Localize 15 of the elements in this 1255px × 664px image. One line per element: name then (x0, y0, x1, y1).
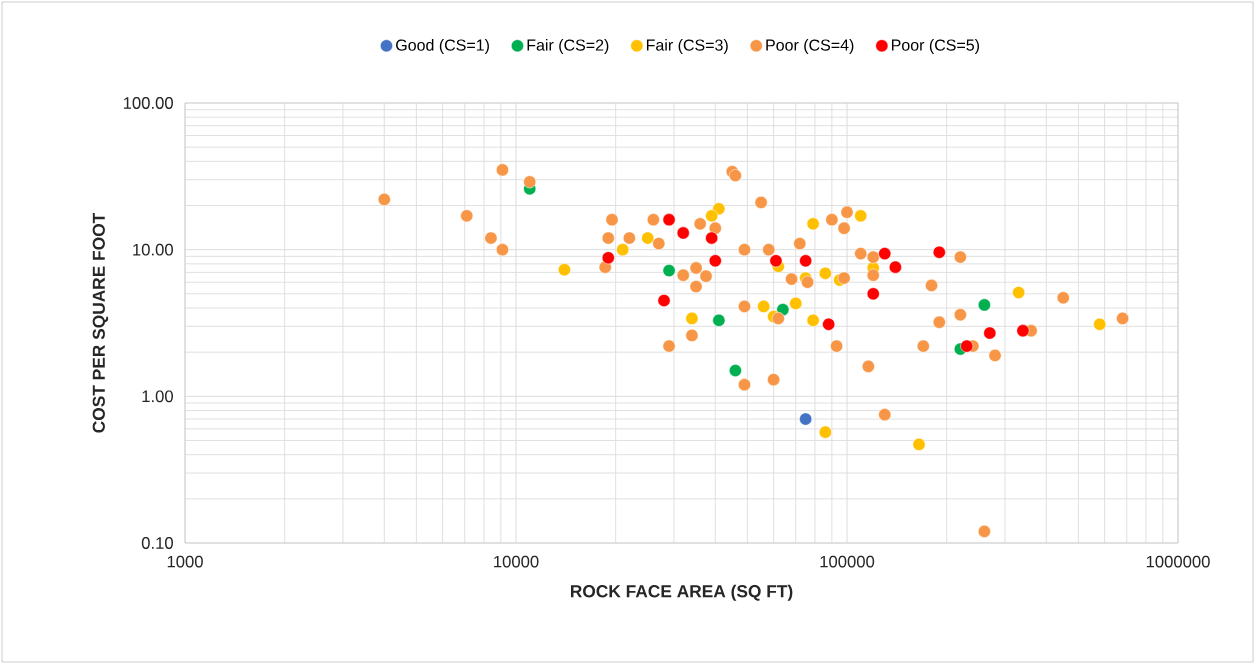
y-tick-label: 10.00 (133, 243, 173, 256)
y-tick-label: 1.00 (142, 390, 173, 403)
x-tick-label: 10000 (494, 555, 539, 568)
y-tick-label: 0.10 (141, 537, 173, 549)
legend-label: Fair (CS=3) (646, 39, 728, 54)
legend-label: Good (CS=1) (396, 39, 489, 54)
y-tick-label: 100.00 (123, 97, 173, 109)
x-axis-title: ROCK FACE AREA (SQ FT) (570, 584, 793, 601)
legend-label: Fair (CS=2) (527, 39, 609, 54)
legend-label: Poor (CS=4) (766, 39, 854, 54)
x-tick-label: 100000 (820, 555, 875, 568)
x-tick-label: 1000 (167, 555, 203, 568)
x-tick-label: 1000000 (1146, 555, 1210, 568)
y-axis-title: COST PER SQUARE FOOT (92, 212, 109, 433)
legend-label: Poor (CS=5) (891, 39, 980, 54)
